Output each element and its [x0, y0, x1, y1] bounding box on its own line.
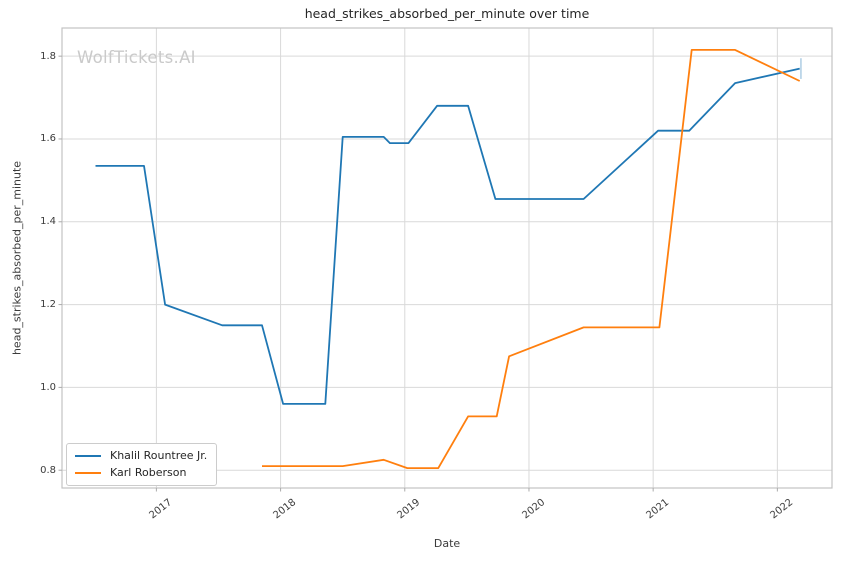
y-tick-label: 1.6 — [40, 133, 56, 145]
legend-label: Khalil Rountree Jr. — [110, 449, 208, 462]
legend-item: Karl Roberson — [75, 465, 207, 481]
x-axis-label: Date — [433, 537, 461, 550]
chart-title: head_strikes_absorbed_per_minute over ti… — [304, 6, 590, 21]
series-line-1 — [262, 49, 801, 470]
plot-border — [61, 27, 833, 489]
legend-line-swatch-blue — [75, 455, 101, 457]
series-line-0 — [95, 67, 800, 405]
y-tick-label: 1.8 — [40, 50, 56, 62]
y-tick-label: 1.4 — [40, 216, 56, 228]
legend-label: Karl Roberson — [110, 466, 187, 479]
y-tick-label: 1.0 — [40, 381, 56, 393]
legend-item: Khalil Rountree Jr. — [75, 448, 207, 464]
legend-line-swatch-orange — [75, 472, 101, 474]
y-axis-label: head_strikes_absorbed_per_minute — [10, 160, 24, 356]
y-tick-label: 1.2 — [40, 299, 56, 311]
watermark: WolfTickets.AI — [77, 48, 196, 67]
y-tick-label: 0.8 — [40, 464, 56, 476]
legend: Khalil Rountree Jr. Karl Roberson — [66, 443, 218, 486]
